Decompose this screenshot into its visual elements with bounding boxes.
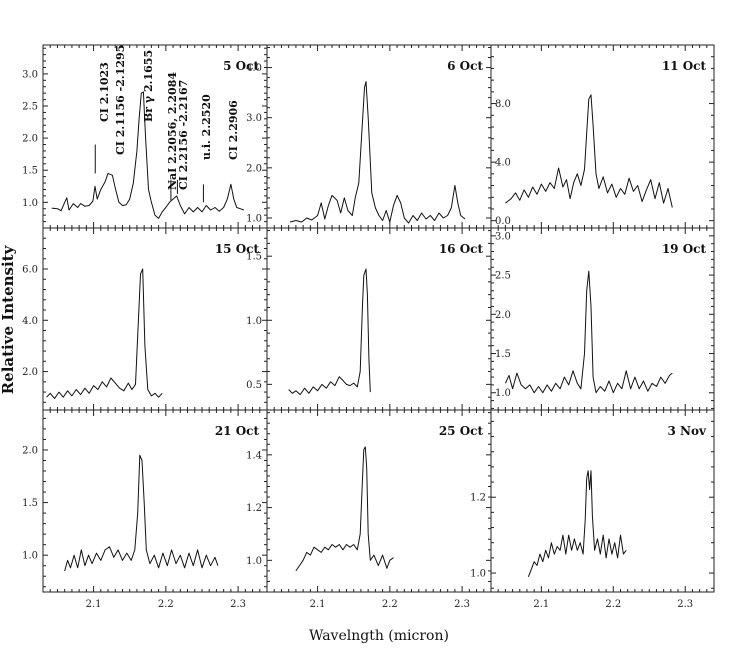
y-tick-label: 1.0 xyxy=(495,388,511,399)
x-tick-label: 2.2 xyxy=(158,599,174,610)
x-tick-label: 2.1 xyxy=(533,599,549,610)
line-id-label: CI 2.1156 -2.1295 xyxy=(114,45,127,155)
y-tick-label: 0.5 xyxy=(246,380,262,391)
y-tick-label: 2.5 xyxy=(495,271,511,282)
x-tick-label: 2.1 xyxy=(310,599,326,610)
x-tick-label: 2.2 xyxy=(382,599,398,610)
panel: 1.0 1.5 2.0 2.5 3.0 5 Oct CI 2.1023 CI 2.1156 -… xyxy=(22,44,268,229)
panel-date-label: 16 Oct xyxy=(439,242,484,256)
y-tick-label: 1.0 xyxy=(22,551,38,562)
y-tick-label: 2.5 xyxy=(22,102,38,113)
panel-date-label: 11 Oct xyxy=(662,59,707,73)
y-tick-label: 1.0 xyxy=(246,213,262,224)
spectrum-line xyxy=(295,446,394,572)
panel-date-label: 21 Oct xyxy=(215,424,260,438)
x-tick-label: 2.3 xyxy=(454,599,470,610)
spectrum-line xyxy=(46,268,163,399)
line-id-label: u.i. 2.2520 xyxy=(200,94,213,160)
line-id-label: CI 2.2156 -2.2167 xyxy=(177,80,190,190)
line-id-label: CI 2.2906 xyxy=(227,100,240,160)
spectrum-line xyxy=(504,270,673,394)
panel: 2.1 2.2 2.3 1.0 1.2 1.4 25 Oct xyxy=(246,409,492,610)
x-tick-label: 2.3 xyxy=(677,599,693,610)
y-tick-label: 1.0 xyxy=(22,198,38,209)
panel-date-label: 19 Oct xyxy=(662,242,707,256)
y-tick-label: 1.0 xyxy=(470,569,486,580)
x-tick-label: 2.1 xyxy=(86,599,102,610)
panel: 0.0 4.0 8.0 11 Oct xyxy=(490,44,715,229)
y-tick-label: 8.0 xyxy=(495,99,511,110)
y-tick-label: 3.0 xyxy=(495,231,511,242)
y-tick-label: 3.0 xyxy=(22,69,38,80)
y-tick-label: 2.0 xyxy=(495,310,511,321)
x-axis-title: Wavelngth (micron) xyxy=(309,628,449,644)
spectrum-line xyxy=(288,268,371,396)
y-tick-label: 4.0 xyxy=(495,158,511,169)
spectrum-line xyxy=(64,454,219,572)
panel: 0.5 1.0 1.5 16 Oct xyxy=(246,227,492,411)
y-tick-label: 1.5 xyxy=(22,166,38,177)
spectrum-line xyxy=(289,81,466,224)
panel: 2.1 2.2 2.3 1.0 1.5 2.0 21 Oct xyxy=(22,409,268,610)
panel-date-label: 3 Nov xyxy=(668,424,708,438)
line-id-label: CI 2.1023 xyxy=(98,62,111,122)
y-tick-label: 3.0 xyxy=(246,113,262,124)
spectrum-line xyxy=(527,470,627,577)
y-tick-label: 1.5 xyxy=(22,498,38,509)
y-tick-label: 2.0 xyxy=(246,163,262,174)
y-tick-label: 4.0 xyxy=(22,316,38,327)
x-tick-label: 2.2 xyxy=(605,599,621,610)
y-tick-label: 1.5 xyxy=(246,252,262,263)
line-id-label: NaI 2.2056, 2.2084 xyxy=(166,72,179,190)
y-tick-label: 4.0 xyxy=(246,63,262,74)
y-axis-title: Relative Intensity xyxy=(0,244,17,394)
y-tick-label: 1.4 xyxy=(246,450,262,461)
y-tick-label: 1.5 xyxy=(495,349,511,360)
y-tick-label: 2.0 xyxy=(22,445,38,456)
spectrum-line xyxy=(51,91,245,219)
panel: 2.1 2.2 2.3 1.0 1.2 3 Nov xyxy=(470,409,715,610)
y-tick-label: 2.0 xyxy=(22,134,38,145)
y-tick-label: 2.0 xyxy=(22,367,38,378)
x-tick-label: 2.3 xyxy=(230,599,246,610)
y-tick-label: 1.2 xyxy=(470,493,486,504)
panel-date-label: 25 Oct xyxy=(439,424,484,438)
y-tick-label: 1.0 xyxy=(246,316,262,327)
panel: 1.0 1.5 2.0 2.5 3.0 19 Oct xyxy=(490,227,715,411)
y-tick-label: 1.2 xyxy=(246,503,262,514)
line-id-label: Br γ 2.1655 xyxy=(142,50,155,122)
y-tick-label: 6.0 xyxy=(22,265,38,276)
panel: 1.0 2.0 3.0 4.0 6 Oct xyxy=(246,44,492,229)
y-tick-label: 0.0 xyxy=(495,216,511,227)
panel-frame xyxy=(490,409,715,593)
panel-date-label: 6 Oct xyxy=(447,59,483,73)
panel-date-label: 5 Oct xyxy=(223,59,259,73)
panel: 2.0 4.0 6.0 15 Oct xyxy=(22,227,268,411)
y-tick-label: 1.0 xyxy=(246,556,262,567)
spectrum-line xyxy=(505,94,673,208)
panel-date-label: 15 Oct xyxy=(215,242,260,256)
panel-grid: 1.0 1.5 2.0 2.5 3.0 5 Oct CI 2.1023 CI 2.1156 -… xyxy=(22,44,715,610)
